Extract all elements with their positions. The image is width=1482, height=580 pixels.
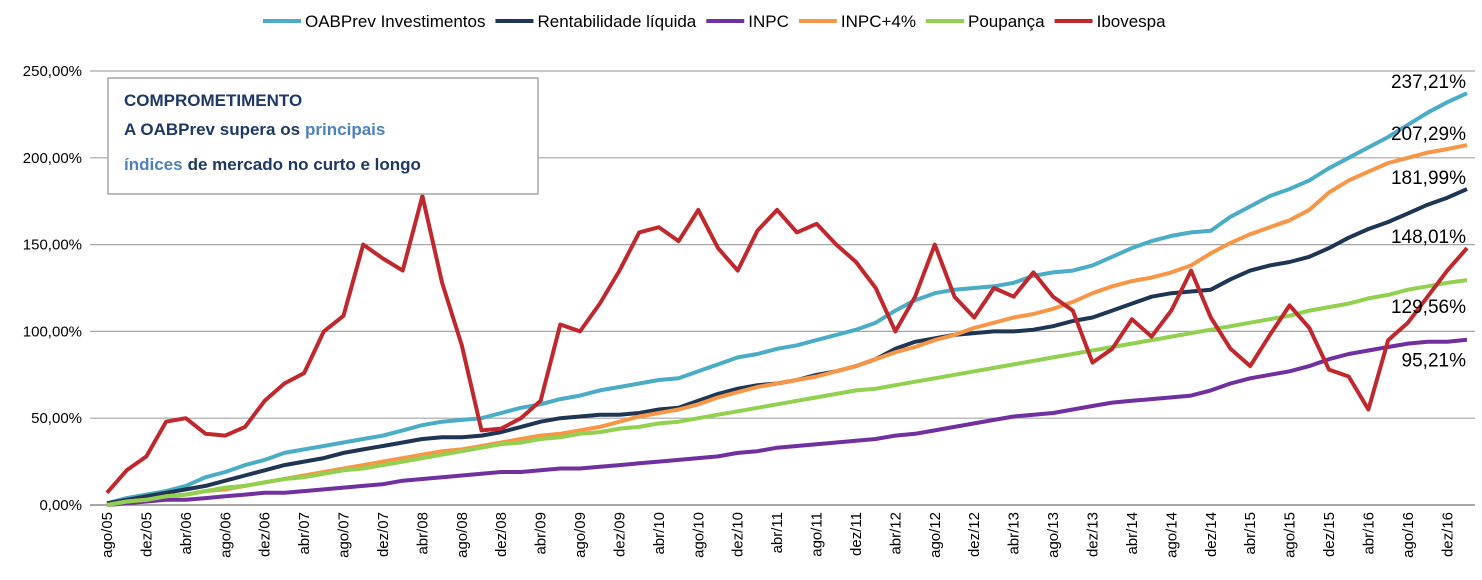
x-tick-label: ago/05 — [99, 512, 116, 558]
x-tick-label: ago/08 — [454, 512, 471, 558]
annotation-frame — [107, 77, 539, 195]
y-tick-label: 0,00% — [39, 497, 82, 514]
end-label: 237,21% — [1391, 72, 1466, 93]
labels: 237,21% 181,99% 95,21% 207,29% 129,56% 148,01… — [1391, 72, 1466, 372]
x-tick-label: ago/13 — [1045, 512, 1062, 558]
legend: OABPrev Investimentos Rentabilidade líqui… — [263, 12, 1166, 31]
annotation-highlight: índices — [124, 155, 183, 174]
x-tick-label: ago/14 — [1163, 512, 1180, 558]
x-tick-label: dez/10 — [730, 512, 747, 557]
x-tick-label: ago/12 — [927, 512, 944, 558]
series-line — [106, 278, 1468, 507]
x-tick-label: ago/15 — [1282, 512, 1299, 558]
x-tick-label: dez/16 — [1439, 512, 1456, 557]
legend-label: INPC+4% — [841, 12, 916, 31]
end-label: 181,99% — [1391, 168, 1466, 189]
x-tick-label: abr/12 — [887, 512, 904, 555]
annotation-highlight: principais — [305, 120, 385, 139]
annotation-text: A OABPrev supera os — [124, 120, 300, 139]
x-tick-label: dez/08 — [493, 512, 510, 557]
x-tick-label: abr/15 — [1242, 512, 1259, 555]
y-tick-label: 50,00% — [31, 410, 82, 427]
annotation-line: índices de mercado no curto e longo — [124, 155, 421, 174]
y-tick-label: 100,00% — [23, 323, 82, 340]
x-tick-label: dez/12 — [966, 512, 983, 557]
legend-label: Rentabilidade líquida — [537, 12, 696, 31]
x-tick-label: abr/14 — [1124, 512, 1141, 555]
x-tick-label: abr/08 — [414, 512, 431, 555]
x-tick-label: ago/09 — [572, 512, 589, 558]
end-label: 95,21% — [1402, 351, 1467, 372]
legend-label: OABPrev Investimentos — [305, 12, 485, 31]
x-tick-label: ago/16 — [1400, 512, 1417, 558]
series-line — [106, 337, 1468, 507]
series-line — [106, 91, 1468, 506]
legend-label: Poupança — [968, 12, 1045, 31]
x-tick-label: dez/11 — [848, 512, 865, 556]
y-tick-label: 200,00% — [23, 150, 82, 167]
x-tick-label: dez/05 — [138, 512, 155, 557]
x-tick-label: dez/09 — [611, 512, 628, 557]
x-tick-label: abr/06 — [178, 512, 195, 555]
x-tick-label: ago/07 — [336, 512, 353, 558]
annotation-title: COMPROMETIMENTO — [124, 91, 302, 110]
legend-label: INPC — [748, 12, 789, 31]
x-tick-label: dez/06 — [257, 512, 274, 557]
x-tick-label: ago/10 — [690, 512, 707, 558]
grid: 0,00% 50,00% 100,00% 150,00% 200,00% 250,00% a… — [23, 63, 1475, 558]
end-label: 129,56% — [1391, 297, 1466, 318]
lines — [105, 91, 1469, 507]
x-tick-label: abr/16 — [1360, 512, 1377, 555]
x-tick-label: abr/13 — [1006, 512, 1023, 555]
annotation-text: de mercado no curto e longo — [188, 155, 421, 174]
end-label: 207,29% — [1391, 124, 1466, 145]
x-tick-label: abr/11 — [769, 512, 786, 553]
x-tick-label: abr/09 — [533, 512, 550, 555]
annotation-box: COMPROMETIMENTO A OABPrev supera os princ… — [107, 77, 539, 195]
x-tick-label: abr/10 — [651, 512, 668, 555]
annotation-line: A OABPrev supera os principais — [124, 120, 385, 139]
x-tick-label: dez/13 — [1085, 512, 1102, 557]
x-tick-label: ago/11 — [809, 512, 826, 557]
x-tick-label: abr/07 — [296, 512, 313, 555]
y-tick-label: 150,00% — [23, 237, 82, 254]
x-tick-label: dez/14 — [1203, 512, 1220, 557]
x-tick-label: dez/15 — [1321, 512, 1338, 557]
series-line — [105, 194, 1469, 495]
x-tick-label: ago/06 — [217, 512, 234, 558]
x-tick-label: dez/07 — [375, 512, 392, 557]
y-tick-label: 250,00% — [23, 63, 82, 80]
legend-label: Ibovespa — [1097, 12, 1167, 31]
end-label: 148,01% — [1391, 227, 1466, 248]
